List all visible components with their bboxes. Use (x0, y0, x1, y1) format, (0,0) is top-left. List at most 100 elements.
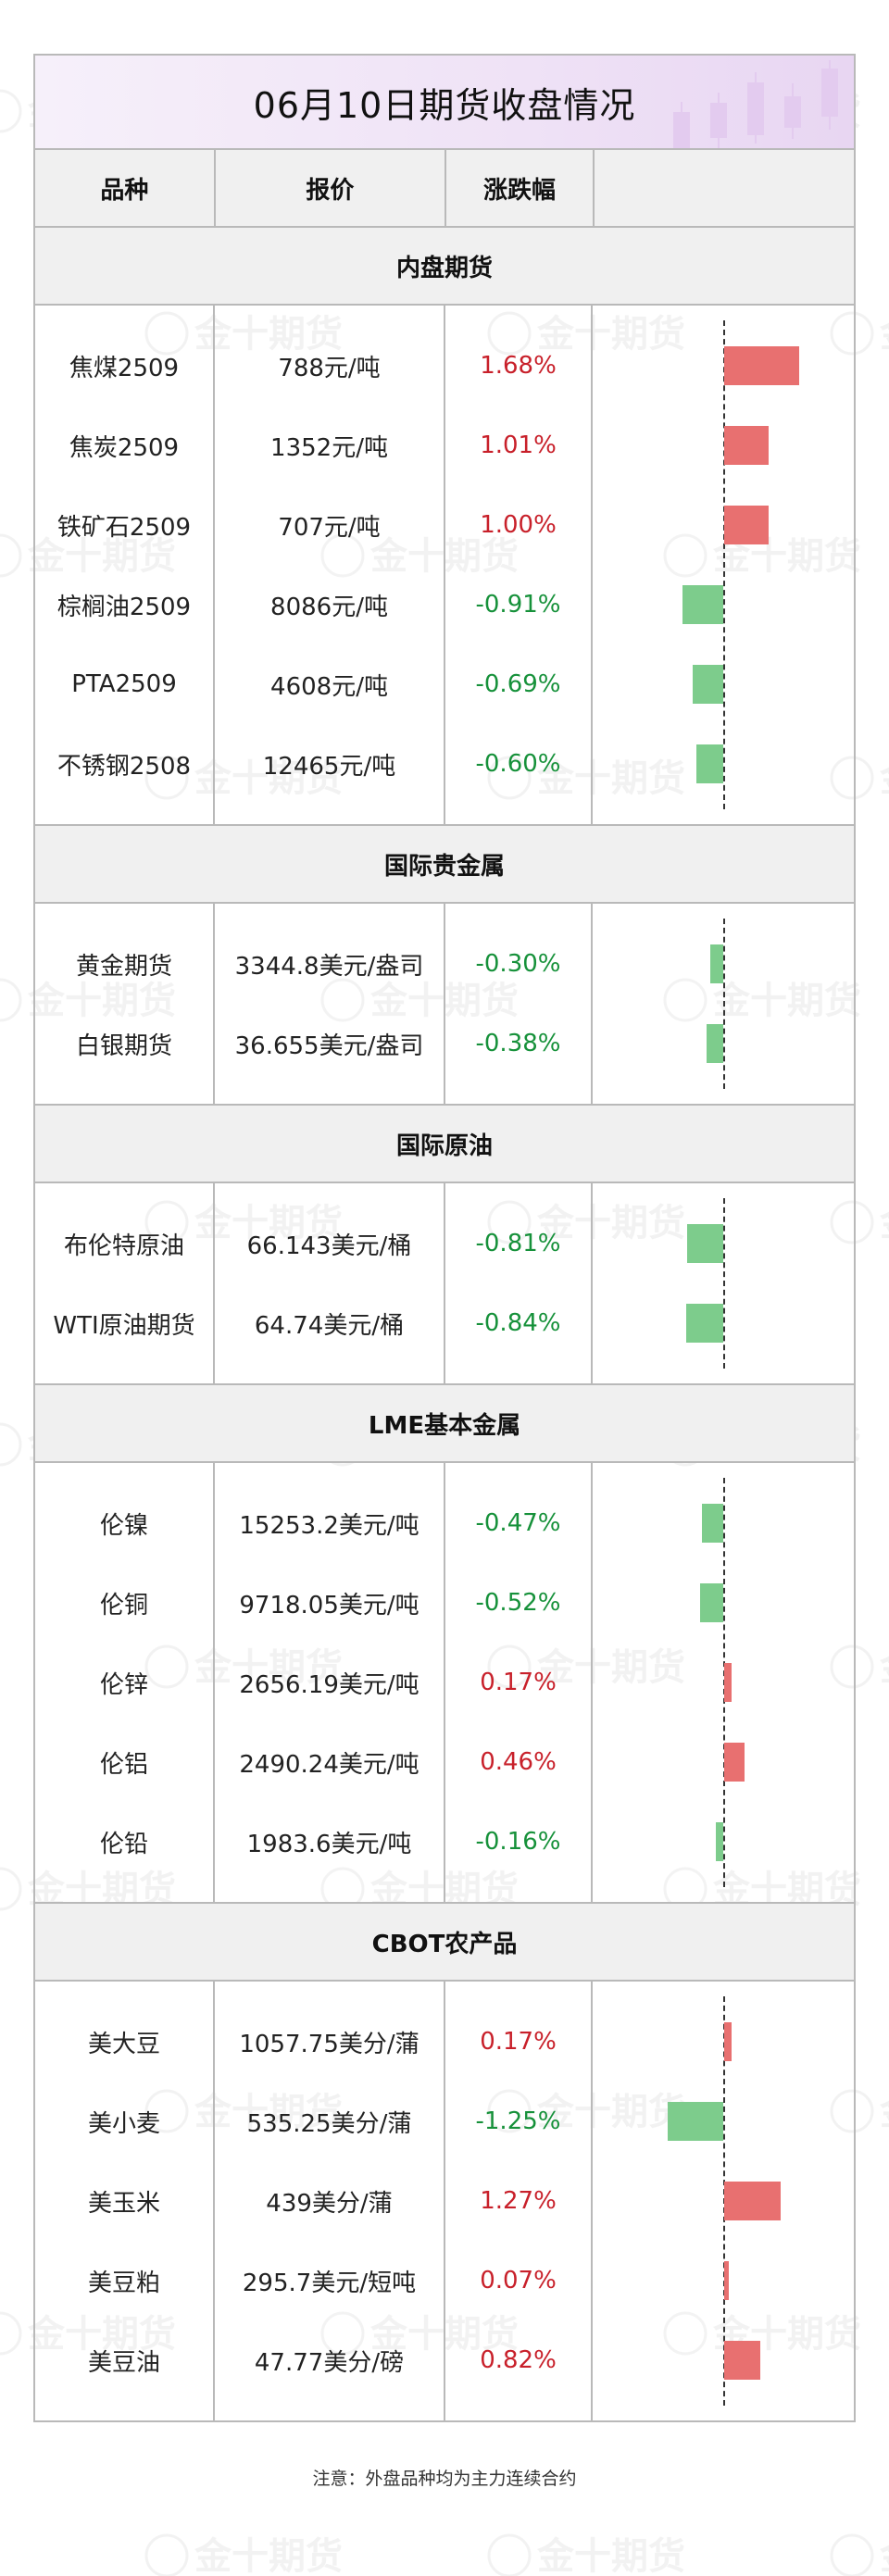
change-bar (724, 2261, 729, 2300)
item-change: -0.91% (475, 591, 561, 619)
item-price-column: 66.143美元/桶 64.74美元/桶 (215, 1183, 445, 1383)
header-bar (595, 150, 854, 226)
item-price: 295.7美元/短吨 (242, 2269, 417, 2297)
item-name: 美豆粕 (87, 2269, 160, 2297)
change-bar (687, 1224, 723, 1263)
change-bar-column (593, 1183, 854, 1383)
bar-row (593, 1802, 854, 1882)
section-body: 黄金期货 白银期货 3344.8美元/盎司 36.655美元/盎司 -0.30% -0.3… (35, 904, 854, 1106)
item-name-column: 黄金期货 白银期货 (35, 904, 215, 1104)
page-title: 06月10日期货收盘情况 (253, 84, 636, 126)
item-name: 美玉米 (87, 2189, 160, 2218)
item-price: 9718.05美元/吨 (239, 1591, 419, 1619)
item-price: 36.655美元/盎司 (234, 1032, 424, 1060)
bar-row (593, 724, 854, 804)
header-price: 报价 (216, 150, 446, 226)
item-change: -0.30% (475, 950, 561, 978)
change-bar (668, 2102, 723, 2141)
item-price-column: 1057.75美分/蒲 535.25美分/蒲 439美分/蒲 295.7美元/短吨 47… (215, 1982, 445, 2420)
item-change-column: -0.81% -0.84% (445, 1183, 593, 1383)
change-bar (709, 944, 723, 983)
header-change: 涨跌幅 (446, 150, 595, 226)
item-name: 伦铝 (99, 1750, 148, 1779)
footnote: 注意：外盘品种均为主力连续合约 (312, 2469, 577, 2489)
item-change: 0.07% (480, 2267, 557, 2295)
section-body: 布伦特原油 WTI原油期货 66.143美元/桶 64.74美元/桶 -0.81% -0.… (35, 1183, 854, 1385)
item-change: -0.47% (475, 1509, 561, 1537)
item-name-column: 焦煤2509 焦炭2509 铁矿石2509 棕榈油2509 PTA2509 不锈钢2508 (35, 306, 215, 824)
item-price-column: 788元/吨 1352元/吨 707元/吨 8086元/吨 4608元/吨 12465元/… (215, 306, 445, 824)
section-body: 伦镍 伦铜 伦锌 伦铝 伦铅 15253.2美元/吨 9718.05美元/吨 2656.19美… (35, 1463, 854, 1904)
item-price: 47.77美分/磅 (254, 2348, 405, 2377)
watermark-text: 金十期货 (879, 2535, 889, 2576)
change-bar-column (593, 904, 854, 1104)
item-change: -0.38% (475, 1030, 561, 1057)
bar-row (593, 1643, 854, 1722)
change-bar (724, 426, 770, 465)
item-change-column: -0.47% -0.52% 0.17% 0.46% -0.16% (445, 1463, 593, 1902)
candlestick-decoration-icon (673, 60, 838, 148)
item-name: 白银期货 (75, 1032, 172, 1060)
item-price: 707元/吨 (278, 513, 381, 542)
change-bar (716, 1822, 723, 1861)
change-bar (724, 346, 799, 385)
item-change: 1.27% (480, 2187, 557, 2215)
bar-row (593, 2002, 854, 2082)
watermark-text: 金十期货 (879, 2091, 889, 2133)
item-change: -0.16% (475, 1828, 561, 1856)
item-change: -0.69% (475, 670, 561, 698)
item-price-column: 3344.8美元/盎司 36.655美元/盎司 (215, 904, 445, 1104)
item-change: 0.17% (480, 1669, 557, 1696)
item-name: 布伦特原油 (63, 1232, 184, 1260)
item-change-column: -0.30% -0.38% (445, 904, 593, 1104)
item-change-column: 0.17% -1.25% 1.27% 0.07% 0.82% (445, 1982, 593, 2420)
item-change: 1.00% (480, 511, 557, 539)
item-name-column: 美大豆 美小麦 美玉米 美豆粕 美豆油 (35, 1982, 215, 2420)
section-title: LME基本金属 (35, 1385, 854, 1463)
item-name: 伦铜 (99, 1591, 148, 1619)
bar-row (593, 2320, 854, 2400)
section-body: 美大豆 美小麦 美玉米 美豆粕 美豆油 1057.75美分/蒲 535.25美分/蒲 439美… (35, 1982, 854, 2420)
item-price: 535.25美分/蒲 (246, 2109, 412, 2138)
bar-row (593, 1204, 854, 1283)
item-price: 8086元/吨 (270, 593, 388, 621)
change-bar (724, 1663, 732, 1702)
section-title: 国际原油 (35, 1106, 854, 1183)
item-change: 1.01% (480, 431, 557, 459)
item-price: 1983.6美元/吨 (246, 1830, 412, 1858)
zero-axis-line (723, 919, 725, 1089)
change-bar (702, 1504, 723, 1543)
bar-row (593, 1004, 854, 1083)
futures-table-card: 06月10日期货收盘情况 品种 报价 涨跌幅 内盘期货 焦煤2509 焦炭2509 铁… (33, 54, 856, 2422)
watermark-tile: 金十期货 (487, 2533, 685, 2576)
change-bar-column (593, 306, 854, 824)
item-price: 4608元/吨 (270, 672, 388, 701)
item-price: 2656.19美元/吨 (239, 1670, 419, 1699)
item-name: 铁矿石2509 (56, 513, 192, 542)
change-bar (685, 1304, 723, 1343)
zero-axis-line (723, 320, 725, 809)
change-bar (724, 2022, 732, 2061)
watermark-text: 金十期货 (536, 2535, 685, 2576)
bar-row (593, 1563, 854, 1643)
change-bar (724, 2341, 761, 2380)
title-bar: 06月10日期货收盘情况 (35, 56, 854, 150)
item-name: 焦煤2509 (69, 354, 180, 382)
item-change: -1.25% (475, 2107, 561, 2135)
watermark-text: 金十期货 (879, 1202, 889, 1244)
watermark-text: 金十期货 (879, 313, 889, 356)
item-price: 64.74美元/桶 (254, 1311, 405, 1340)
item-name: 伦镍 (99, 1511, 148, 1540)
item-name: 美豆油 (87, 2348, 160, 2377)
item-change: -0.81% (475, 1230, 561, 1257)
item-name: 棕榈油2509 (56, 593, 192, 621)
item-change: 1.68% (480, 352, 557, 380)
item-price: 15253.2美元/吨 (239, 1511, 419, 1540)
change-bar (706, 1024, 723, 1063)
change-bar (682, 585, 723, 624)
bar-row (593, 1483, 854, 1563)
item-price: 1057.75美分/蒲 (239, 2030, 419, 2058)
change-bar (724, 2182, 781, 2220)
bar-row (593, 485, 854, 565)
item-change-column: 1.68% 1.01% 1.00% -0.91% -0.69% -0.60% (445, 306, 593, 824)
